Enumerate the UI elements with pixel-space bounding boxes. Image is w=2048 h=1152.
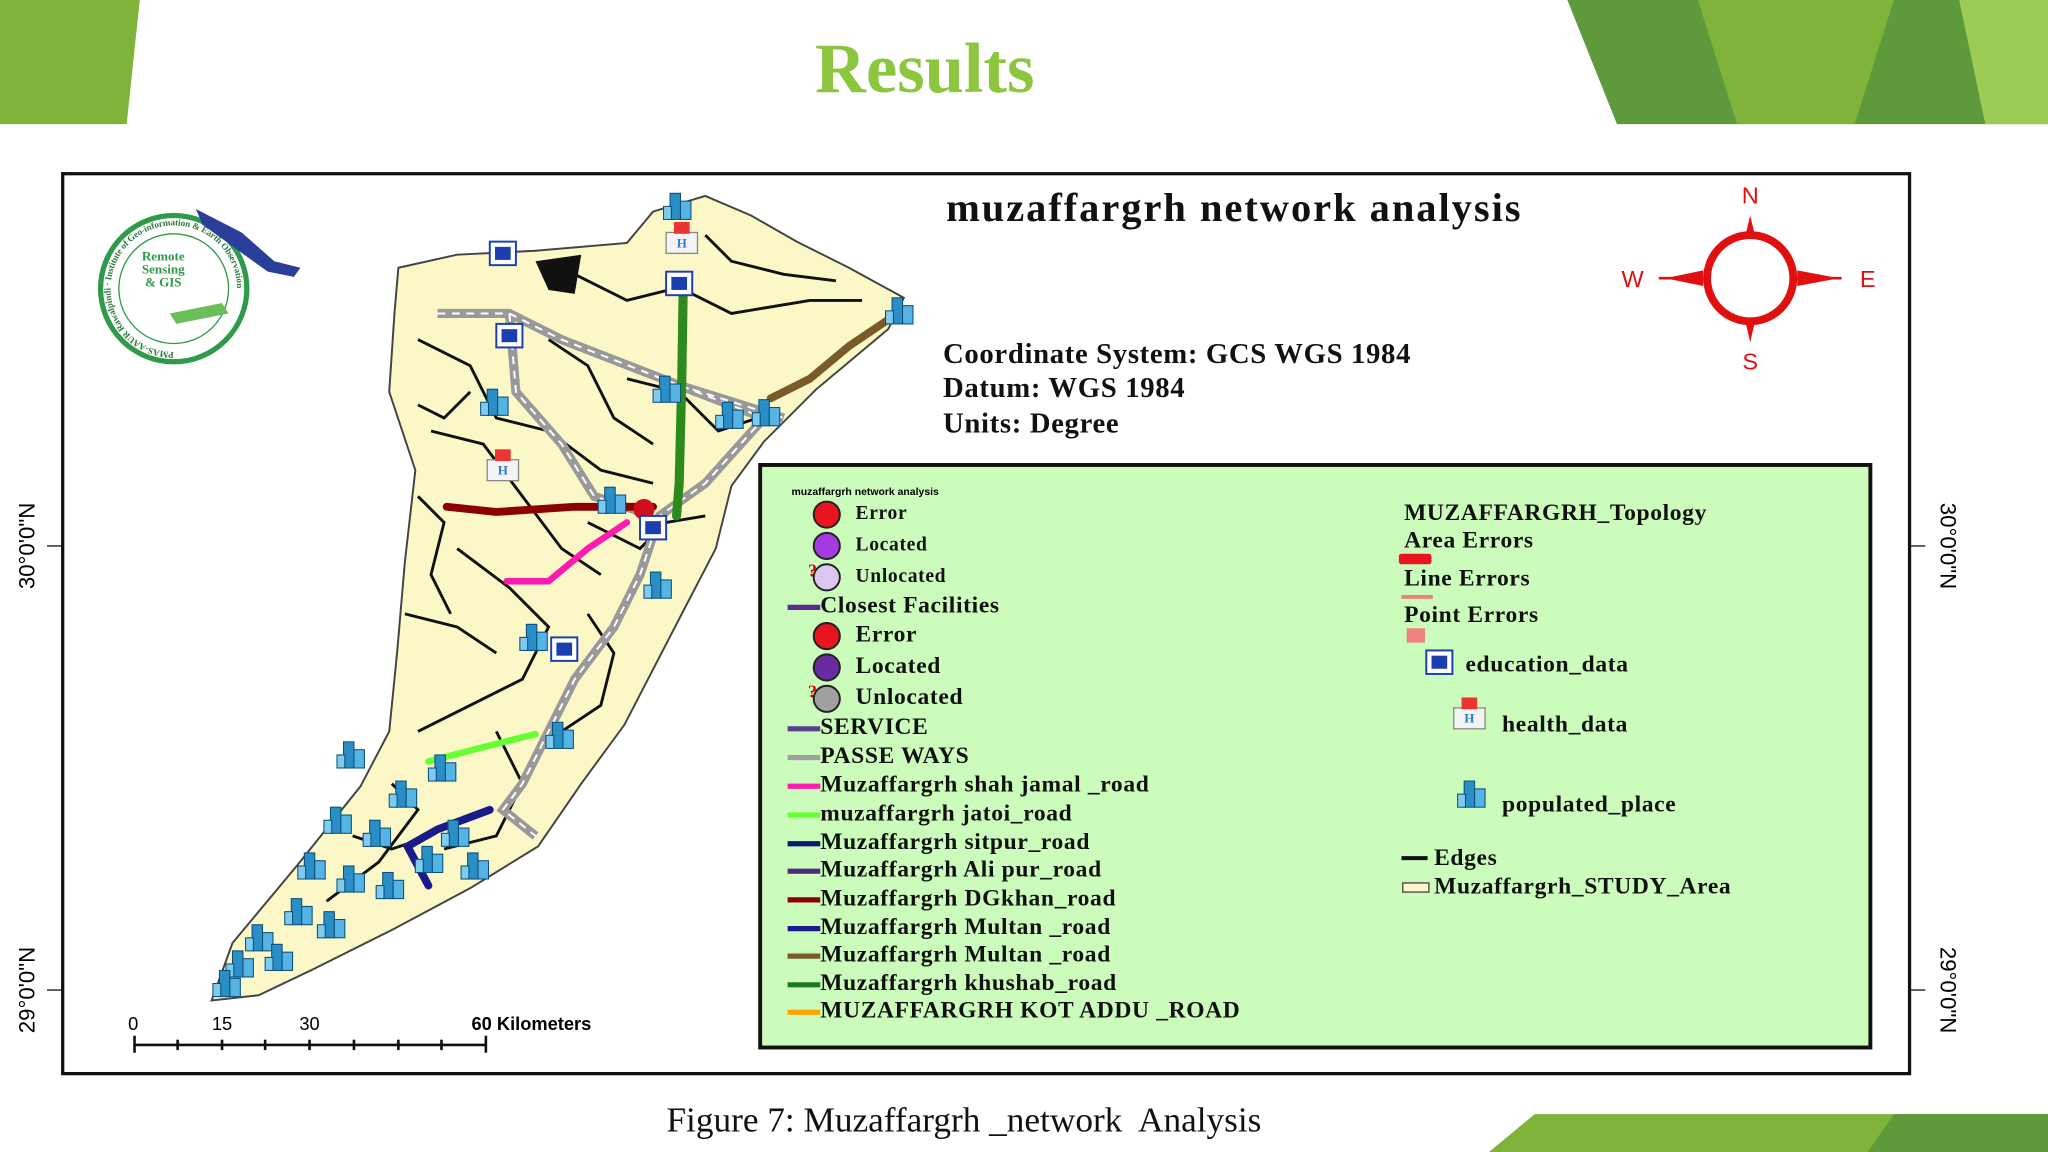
legend-title: muzaffargrh network analysis — [792, 487, 940, 498]
legend-label: muzaffargrh jatoi_road — [820, 800, 1072, 826]
legend-label: Muzaffargrh khushab_road — [820, 970, 1117, 996]
legend-label: populated_place — [1502, 791, 1676, 817]
legend-swatch — [1398, 553, 1432, 565]
compass-label: W — [1622, 266, 1645, 292]
legend-label: Error — [856, 621, 918, 647]
legend-label: Muzaffargrh sitpur_road — [820, 829, 1090, 855]
compass-label: N — [1742, 182, 1759, 208]
corner-band — [1697, 0, 1894, 125]
logo-text: & GIS — [145, 274, 182, 289]
logo-text: Remote — [142, 248, 185, 263]
legend-label: Muzaffargrh DGkhan_road — [820, 885, 1116, 911]
latitude-label: 30°0'0"N — [1935, 503, 1960, 589]
legend-swatch — [812, 653, 841, 682]
legend-swatch — [1425, 649, 1454, 675]
legend-swatch — [812, 622, 841, 651]
scale-label: 30 — [299, 1013, 319, 1034]
legend-box — [758, 463, 1873, 1050]
legend-label: Area Errors — [1404, 527, 1534, 553]
corner-band — [1867, 1114, 2048, 1152]
legend-label: Line Errors — [1404, 565, 1530, 591]
logo-text: Sensing — [142, 261, 185, 276]
legend-label: Muzaffargrh Ali pur_road — [820, 857, 1102, 883]
legend-label: Muzaffargrh Multan _road — [820, 941, 1111, 967]
coordinate-info: Units: Degree — [943, 407, 1119, 439]
legend-label: Located — [856, 653, 942, 679]
legend-label: MUZAFFARGRH KOT ADDU _ROAD — [820, 998, 1240, 1024]
legend-swatch — [812, 563, 841, 592]
legend-label: Unlocated — [856, 566, 947, 587]
legend-mark: ? — [808, 560, 817, 580]
map-title: muzaffargrh network analysis — [946, 185, 1522, 230]
legend-swatch — [812, 500, 841, 529]
legend-label: Point Errors — [1404, 602, 1539, 628]
latitude-label: 30°0'0"N — [15, 503, 40, 589]
legend: Error Located? Unlocated Closest Facilities… — [787, 500, 1731, 1024]
legend-label: Located — [856, 534, 928, 555]
legend-mark: ? — [808, 682, 817, 702]
compass-label: S — [1742, 348, 1758, 374]
coordinate-info: Coordinate System: GCS WGS 1984 — [943, 338, 1411, 370]
caption: Figure 7: Muzaffargrh _network Analysis — [666, 1100, 1261, 1139]
legend-label: Error — [856, 503, 908, 524]
scale-bar — [133, 1035, 488, 1053]
legend-label: SERVICE — [820, 714, 928, 740]
compass — [1658, 215, 1842, 343]
coordinate-info: Datum: WGS 1984 — [943, 372, 1185, 404]
corner-band — [1959, 0, 2048, 125]
legend-swatch — [1406, 628, 1425, 643]
latitude-label: 29°0'0"N — [15, 947, 40, 1033]
slide-title: Results — [815, 30, 1034, 108]
legend-label: health_data — [1502, 712, 1628, 738]
legend-label: Closest Facilities — [820, 593, 999, 619]
legend-label: Edges — [1434, 845, 1497, 871]
scale-label: 15 — [212, 1013, 232, 1034]
latitude-label: 29°0'0"N — [1935, 947, 1960, 1033]
scale-label: 60 Kilometers — [472, 1013, 592, 1034]
logo: PMAS-AAUR Rawalpindi · Institute of Geo-… — [97, 208, 301, 365]
legend-swatch — [1402, 882, 1430, 893]
scale-label: 0 — [128, 1013, 138, 1034]
corner-band — [0, 0, 140, 125]
legend-label: Unlocated — [856, 684, 964, 710]
legend-label: MUZAFFARGRH_Topology — [1404, 500, 1707, 526]
legend-label: PASSE WAYS — [820, 743, 969, 769]
legend-label: education_data — [1465, 652, 1628, 678]
legend-swatch — [812, 531, 841, 560]
legend-label: Muzaffargrh Multan _road — [820, 914, 1111, 940]
compass-label: E — [1860, 266, 1876, 292]
legend-label: Muzaffargrh_STUDY_Area — [1434, 874, 1731, 900]
legend-swatch — [812, 684, 841, 713]
dense-edges — [535, 254, 582, 294]
legend-label: Muzaffargrh shah jamal _road — [820, 772, 1149, 798]
